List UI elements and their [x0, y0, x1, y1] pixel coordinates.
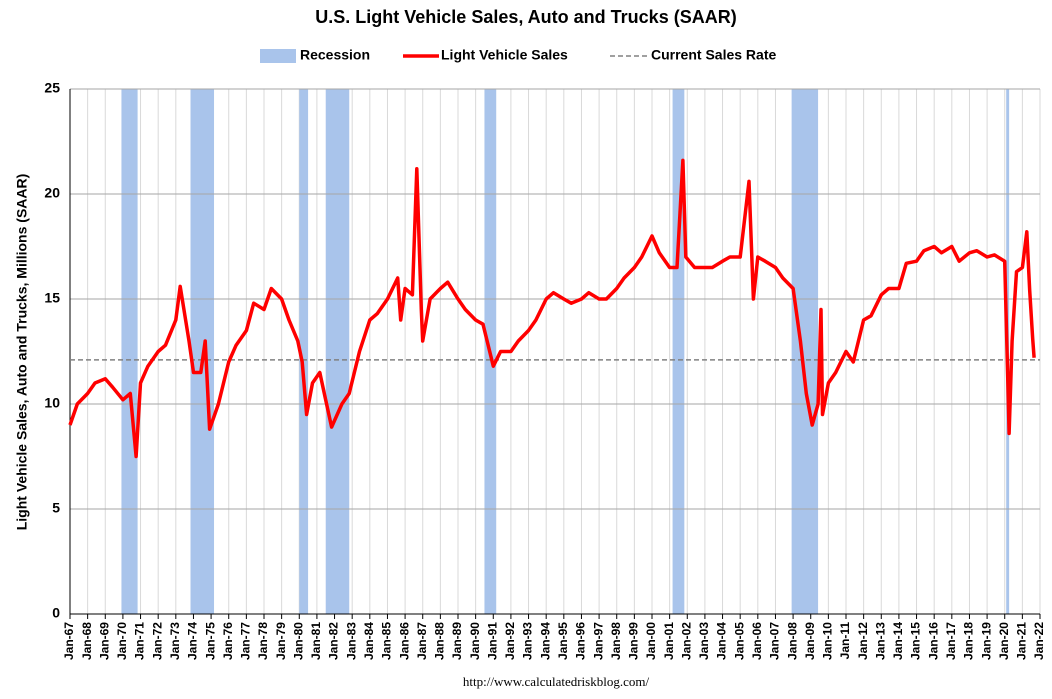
plot-area: [70, 89, 1040, 614]
chart-title: U.S. Light Vehicle Sales, Auto and Truck…: [315, 7, 736, 27]
x-tick-label: Jan-68: [80, 622, 94, 660]
y-tick-label: 20: [44, 185, 60, 201]
x-tick-label: Jan-22: [1032, 622, 1046, 660]
legend-label: Recession: [300, 47, 370, 63]
x-tick-label: Jan-11: [838, 622, 852, 660]
x-tick-label: Jan-99: [627, 622, 641, 660]
x-tick-label: Jan-92: [503, 622, 517, 660]
x-tick-label: Jan-89: [450, 622, 464, 660]
x-tick-label: Jan-18: [962, 622, 976, 660]
y-tick-label: 5: [52, 500, 60, 516]
legend-label: Light Vehicle Sales: [441, 47, 568, 63]
x-tick-label: Jan-76: [221, 622, 235, 660]
y-tick-label: 0: [52, 605, 60, 621]
x-tick-label: Jan-19: [979, 622, 993, 660]
recession-band: [325, 89, 350, 614]
x-tick-label: Jan-82: [327, 622, 341, 660]
x-tick-label: Jan-69: [97, 622, 111, 660]
x-tick-label: Jan-74: [186, 622, 200, 660]
y-tick-label: 25: [44, 80, 60, 96]
x-tick-label: Jan-94: [538, 622, 552, 660]
x-tick-label: Jan-70: [115, 622, 129, 660]
y-axis-label: Light Vehicle Sales, Auto and Trucks, Mi…: [14, 174, 30, 531]
x-tick-label: Jan-72: [150, 622, 164, 660]
legend-swatch: [260, 49, 296, 63]
recession-band: [299, 89, 309, 614]
x-tick-label: Jan-83: [344, 622, 358, 660]
x-tick-label: Jan-10: [821, 622, 835, 660]
y-tick-label: 10: [44, 395, 60, 411]
x-tick-label: Jan-03: [697, 622, 711, 660]
x-tick-label: Jan-16: [926, 622, 940, 660]
x-tick-label: Jan-67: [62, 622, 76, 660]
x-tick-label: Jan-87: [415, 622, 429, 660]
legend-label: Current Sales Rate: [651, 47, 776, 63]
x-tick-label: Jan-79: [274, 622, 288, 660]
x-tick-label: Jan-91: [485, 622, 499, 660]
x-tick-label: Jan-84: [362, 622, 376, 660]
recession-band: [672, 89, 685, 614]
x-tick-label: Jan-00: [644, 622, 658, 660]
x-tick-label: Jan-96: [574, 622, 588, 660]
x-tick-label: Jan-08: [785, 622, 799, 660]
x-tick-label: Jan-01: [662, 622, 676, 660]
x-tick-label: Jan-88: [433, 622, 447, 660]
x-tick-label: Jan-09: [803, 622, 817, 660]
x-tick-label: Jan-12: [856, 622, 870, 660]
x-tick-label: Jan-04: [715, 622, 729, 660]
x-tick-label: Jan-98: [609, 622, 623, 660]
x-tick-label: Jan-93: [521, 622, 535, 660]
sales-line: [68, 158, 1036, 459]
x-tick-label: Jan-14: [891, 622, 905, 660]
x-tick-label: Jan-77: [239, 622, 253, 660]
x-tick-label: Jan-73: [168, 622, 182, 660]
recession-band: [791, 89, 819, 614]
x-tick-label: Jan-06: [750, 622, 764, 660]
x-tick-label: Jan-80: [291, 622, 305, 660]
x-tick-label: Jan-86: [397, 622, 411, 660]
y-tick-label: 15: [44, 290, 60, 306]
x-tick-label: Jan-07: [768, 622, 782, 660]
x-tick-label: Jan-78: [256, 622, 270, 660]
x-tick-label: Jan-13: [873, 622, 887, 660]
x-tick-label: Jan-75: [203, 622, 217, 660]
x-tick-label: Jan-05: [732, 622, 746, 660]
x-tick-label: Jan-97: [591, 622, 605, 660]
x-tick-label: Jan-02: [679, 622, 693, 660]
x-tick-label: Jan-15: [909, 622, 923, 660]
x-tick-label: Jan-71: [133, 622, 147, 660]
x-tick-label: Jan-95: [556, 622, 570, 660]
x-tick-label: Jan-90: [468, 622, 482, 660]
x-tick-label: Jan-20: [997, 622, 1011, 660]
recession-band: [121, 89, 138, 614]
x-tick-label: Jan-85: [380, 622, 394, 660]
source: http://www.calculatedriskblog.com/: [463, 674, 650, 689]
x-tick-label: Jan-17: [944, 622, 958, 660]
x-tick-label: Jan-81: [309, 622, 323, 660]
x-tick-label: Jan-21: [1015, 622, 1029, 660]
